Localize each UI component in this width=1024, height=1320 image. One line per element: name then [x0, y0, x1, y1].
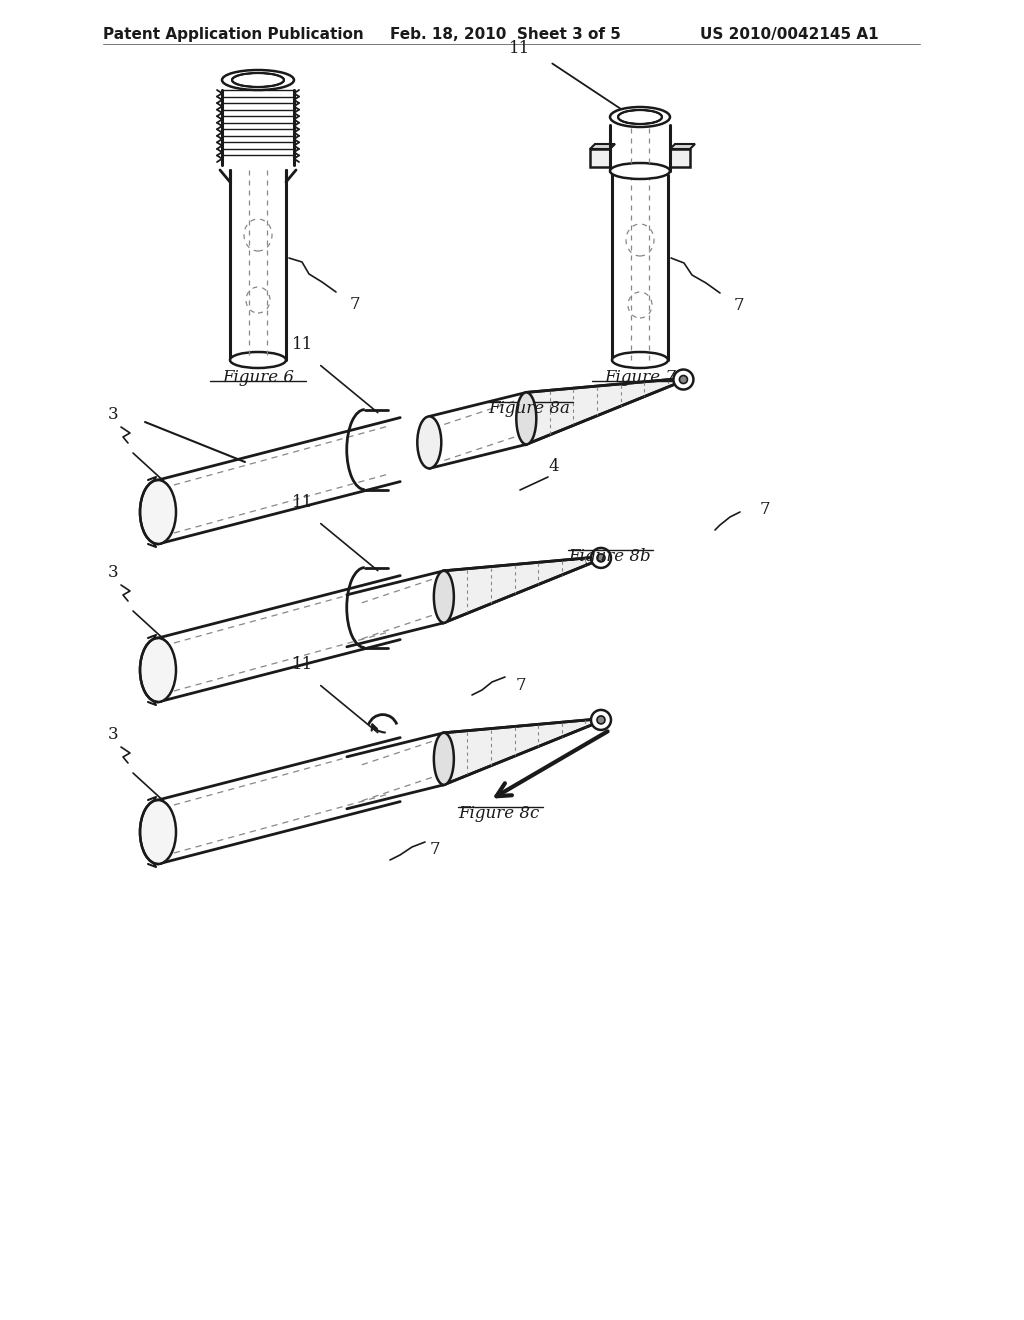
- Ellipse shape: [222, 70, 294, 90]
- Polygon shape: [670, 144, 695, 149]
- Text: Figure 8b: Figure 8b: [567, 548, 650, 565]
- Polygon shape: [670, 149, 690, 168]
- Ellipse shape: [680, 375, 687, 384]
- Text: 3: 3: [108, 726, 119, 743]
- Ellipse shape: [434, 733, 454, 785]
- Text: 11: 11: [292, 656, 313, 673]
- Ellipse shape: [597, 715, 605, 723]
- Ellipse shape: [230, 352, 286, 368]
- Text: US 2010/0042145 A1: US 2010/0042145 A1: [700, 26, 879, 42]
- Polygon shape: [443, 718, 608, 785]
- Text: 11: 11: [292, 494, 313, 511]
- Ellipse shape: [612, 352, 668, 368]
- Text: 7: 7: [734, 297, 744, 314]
- Text: 3: 3: [108, 407, 119, 422]
- Ellipse shape: [597, 554, 605, 562]
- Text: Figure 7: Figure 7: [604, 370, 676, 387]
- Text: 7: 7: [350, 296, 360, 313]
- Polygon shape: [443, 556, 608, 623]
- Ellipse shape: [610, 107, 670, 127]
- Polygon shape: [590, 149, 610, 168]
- Text: 7: 7: [760, 502, 771, 519]
- Ellipse shape: [232, 73, 284, 87]
- Text: 4: 4: [548, 458, 559, 475]
- Polygon shape: [590, 144, 615, 149]
- Text: 11: 11: [509, 40, 530, 57]
- Ellipse shape: [591, 710, 611, 730]
- Text: Figure 8c: Figure 8c: [458, 805, 539, 822]
- Text: Figure 6: Figure 6: [222, 370, 294, 387]
- Ellipse shape: [418, 416, 441, 469]
- Text: 7: 7: [430, 842, 440, 858]
- Text: Figure 8a: Figure 8a: [487, 400, 569, 417]
- Text: 11: 11: [292, 335, 313, 352]
- Ellipse shape: [140, 800, 176, 865]
- Text: 3: 3: [108, 564, 119, 581]
- Ellipse shape: [674, 370, 693, 389]
- Text: Feb. 18, 2010  Sheet 3 of 5: Feb. 18, 2010 Sheet 3 of 5: [390, 26, 621, 42]
- Polygon shape: [526, 378, 691, 445]
- Ellipse shape: [618, 110, 662, 124]
- Text: Patent Application Publication: Patent Application Publication: [103, 26, 364, 42]
- Ellipse shape: [591, 548, 611, 568]
- Ellipse shape: [516, 392, 537, 445]
- Ellipse shape: [140, 480, 176, 544]
- Ellipse shape: [434, 570, 454, 623]
- Ellipse shape: [610, 162, 670, 180]
- Text: 7: 7: [516, 676, 526, 693]
- Ellipse shape: [140, 638, 176, 702]
